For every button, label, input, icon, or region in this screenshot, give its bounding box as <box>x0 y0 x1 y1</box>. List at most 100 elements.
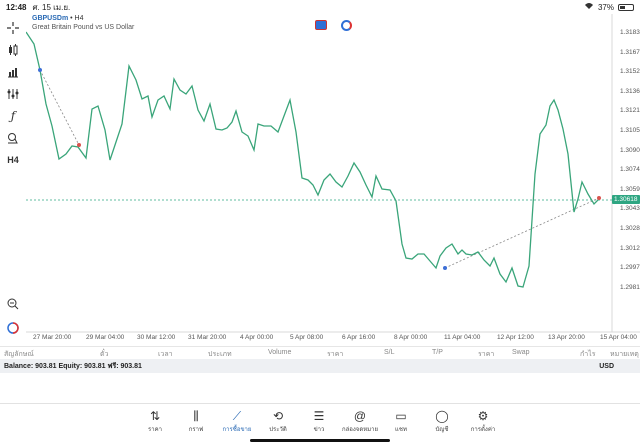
price-tick-label: 1.31830 <box>620 29 640 36</box>
price-tick-label: 1.29815 <box>620 283 640 291</box>
nav-candles[interactable]: ⫼ กราฟ <box>176 408 216 434</box>
trade-panel-icon[interactable] <box>315 20 327 30</box>
column-header[interactable]: S/L <box>384 349 395 356</box>
column-header[interactable]: สัญลักษณ์ <box>4 351 34 358</box>
price-tick-label: 1.30125 <box>620 244 640 252</box>
column-header[interactable]: หมายเหตุ <box>610 351 639 358</box>
column-header[interactable]: T/P <box>432 349 443 356</box>
nav-label: ราคา <box>148 427 162 433</box>
indicators-icon[interactable]: ƒ <box>10 109 16 123</box>
time-tick-label: 15 Apr 04:00 <box>600 334 637 341</box>
time-tick-label: 12 Apr 12:00 <box>497 334 534 341</box>
price-tick-label: 1.30590 <box>620 185 640 193</box>
trend-icon: ⟋ <box>232 409 242 423</box>
column-header[interactable]: ตั๋ว <box>100 351 109 358</box>
column-header[interactable]: ราคา <box>327 351 344 358</box>
trend-line-2 <box>444 197 600 269</box>
battery-percent: 37% <box>597 2 614 12</box>
timeframe-label: • H4 <box>70 15 84 22</box>
objects-icon[interactable] <box>4 130 22 146</box>
balance-text: Balance: 903.81 Equity: 903.81 ฟรี: 903.… <box>4 362 142 370</box>
column-header[interactable]: ประเภท <box>208 351 232 358</box>
price-tick-label: 1.31520 <box>620 68 640 76</box>
candles-icon: ⫼ <box>193 409 199 423</box>
symbol-description: Great Britain Pound vs US Dollar <box>32 24 135 31</box>
price-tick-label: 1.30900 <box>620 146 640 154</box>
price-tick-label: 1.31055 <box>620 127 640 134</box>
status-time: 12:48 <box>6 2 27 12</box>
price-tick-label: 1.31365 <box>620 87 640 95</box>
column-header[interactable]: Volume <box>268 349 292 356</box>
marker-sell-1 <box>77 143 81 147</box>
marker-buy-1 <box>38 68 42 72</box>
nav-news[interactable]: ☰ ข่าว <box>299 408 339 434</box>
nav-label: ประวัติ <box>269 427 287 433</box>
nav-label: กราฟ <box>188 427 204 433</box>
nav-label: กล่องจดหมาย <box>341 427 379 433</box>
one-click-trading-icon[interactable] <box>4 320 22 336</box>
balance-row: Balance: 903.81 Equity: 903.81 ฟรี: 903.… <box>0 359 640 373</box>
status-bar: 12:48 ศ. 15 เม.ย. 37% <box>0 0 640 14</box>
price-chart[interactable] <box>26 14 640 344</box>
wifi-icon <box>584 2 594 12</box>
time-tick-label: 4 Apr 00:00 <box>240 334 274 341</box>
price-series <box>26 31 601 288</box>
time-tick-label: 6 Apr 16:00 <box>342 334 376 341</box>
time-tick-label: 13 Apr 20:00 <box>548 334 585 341</box>
chart-symbol: GBPUSDm • H4 <box>32 15 83 22</box>
battery-icon <box>618 3 634 11</box>
nav-label: ข่าว <box>313 427 325 433</box>
nav-chat[interactable]: ▭ แชท <box>381 408 421 434</box>
time-tick-label: 30 Mar 12:00 <box>137 334 176 341</box>
nav-settings[interactable]: ⚙ การตั้งค่า <box>463 408 503 434</box>
trend-line-1 <box>39 69 80 146</box>
at-icon: @ <box>353 409 367 423</box>
time-tick-label: 8 Apr 00:00 <box>394 334 428 341</box>
chat-icon: ▭ <box>395 409 407 423</box>
nav-trend[interactable]: ⟋ การซื้อขาย <box>217 408 257 434</box>
current-price-label: 1.30618 <box>612 195 640 204</box>
history-icon: ⟲ <box>272 409 284 423</box>
time-tick-label: 5 Apr 08:00 <box>290 334 324 341</box>
column-header[interactable]: ราคา <box>478 351 495 358</box>
price-tick-label: 1.31675 <box>620 48 640 56</box>
account-currency: USD <box>599 362 614 370</box>
time-tick-label: 29 Mar 04:00 <box>86 334 125 341</box>
time-tick-label: 11 Apr 04:00 <box>444 334 481 341</box>
status-date: ศ. 15 เม.ย. <box>32 2 71 12</box>
settings-icon: ⚙ <box>477 409 489 423</box>
news-icon: ☰ <box>313 409 325 423</box>
chart-toolbar: ƒ H4 <box>0 14 26 344</box>
nav-arrows-updown[interactable]: ⇅ ราคา <box>135 408 175 434</box>
nav-label: แชท <box>395 427 407 433</box>
nav-label: การตั้งค่า <box>470 427 496 433</box>
chart-controls <box>315 20 352 31</box>
price-tick-label: 1.31210 <box>620 107 640 115</box>
price-tick-label: 1.29970 <box>620 264 640 272</box>
status-right: 37% <box>584 2 634 12</box>
column-header[interactable]: Swap <box>512 349 530 356</box>
time-tick-label: 27 Mar 20:00 <box>33 334 72 341</box>
column-header[interactable]: กำไร <box>580 351 596 358</box>
zoom-icon[interactable] <box>4 296 22 312</box>
marker-sell-2 <box>597 196 601 200</box>
symbol-name: GBPUSDm <box>32 15 69 22</box>
nav-history[interactable]: ⟲ ประวัติ <box>258 408 298 434</box>
column-header[interactable]: เวลา <box>158 351 173 358</box>
price-tick-label: 1.30745 <box>620 166 640 174</box>
chart-type-icon[interactable] <box>4 42 22 58</box>
account-icon: ◯ <box>435 409 449 423</box>
timeframe-button[interactable]: H4 <box>7 155 19 165</box>
nav-account[interactable]: ◯ บัญชี <box>422 408 462 434</box>
arrows-updown-icon: ⇅ <box>149 409 161 423</box>
depth-icon[interactable] <box>341 20 352 31</box>
volume-icon[interactable] <box>4 64 22 80</box>
settings-sliders-icon[interactable] <box>4 86 22 102</box>
home-indicator <box>250 439 390 442</box>
nav-at[interactable]: @ กล่องจดหมาย <box>340 408 380 434</box>
price-tick-label: 1.30435 <box>620 205 640 213</box>
orders-table-header: สัญลักษณ์ ตั๋ว เวลา ประเภท Volume ราคา S/L T/P ร… <box>0 346 640 358</box>
crosshair-icon[interactable] <box>4 20 22 36</box>
marker-buy-2 <box>443 266 447 270</box>
time-tick-label: 31 Mar 20:00 <box>188 334 227 341</box>
